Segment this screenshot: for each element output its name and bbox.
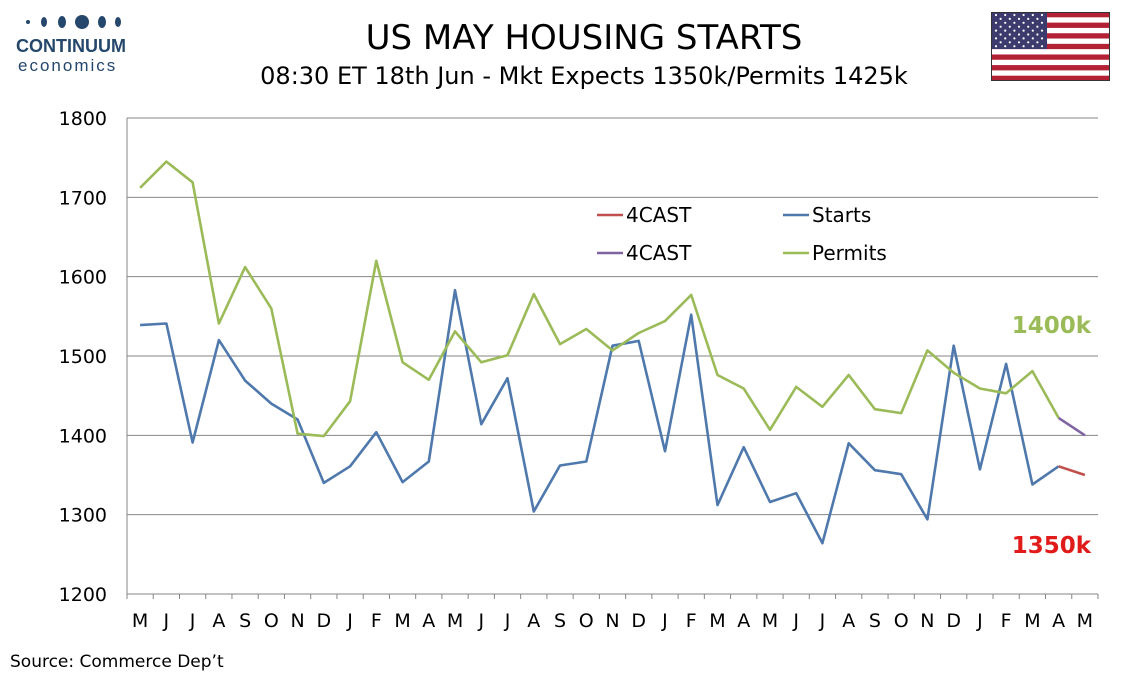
us-flag-icon — [991, 12, 1110, 81]
x-tick-label: O — [894, 610, 909, 632]
x-tick-label: J — [346, 610, 353, 632]
legend-label: Starts — [812, 203, 871, 227]
x-tick-label: J — [189, 610, 196, 632]
series-line-4cast — [1058, 465, 1086, 477]
x-tick-label: N — [290, 610, 304, 632]
series-line-permits — [139, 160, 1060, 438]
x-tick-label: A — [527, 610, 540, 632]
data-label-1400k: 1400k — [1012, 313, 1092, 339]
series-line-4cast — [1057, 416, 1086, 437]
x-tick-label: S — [869, 610, 881, 632]
legend-label: Permits — [812, 241, 887, 265]
source-note: Source: Commerce Dep’t — [10, 652, 224, 672]
y-tick-label: 1300 — [59, 505, 107, 527]
legend-label: 4CAST — [626, 203, 692, 227]
x-tick-label: D — [946, 610, 961, 632]
data-label-1350k: 1350k — [1012, 533, 1092, 559]
x-tick-label: M — [447, 610, 463, 632]
x-tick-label: S — [554, 610, 566, 632]
x-tick-label: A — [1052, 610, 1065, 632]
annotations: 1400k 1350k — [1012, 313, 1092, 559]
x-tick-label: M — [709, 610, 725, 632]
logo-wordmark: CONTINUUM — [16, 36, 126, 56]
x-tick-label: F — [371, 610, 382, 632]
x-tick-label: A — [842, 610, 855, 632]
x-tick-label: J — [819, 610, 826, 632]
x-tick-label: J — [661, 610, 668, 632]
x-tick-label: O — [579, 610, 594, 632]
x-tick-label: N — [920, 610, 934, 632]
x-tick-label: D — [317, 610, 332, 632]
continuum-logo: CONTINUUM economics — [14, 14, 138, 76]
x-tick-label: A — [422, 610, 435, 632]
grid-lines — [127, 117, 1098, 516]
x-tick-label: A — [737, 610, 750, 632]
x-tick-label: J — [163, 610, 170, 632]
x-tick-label: M — [1024, 610, 1040, 632]
y-tick-label: 1800 — [59, 108, 107, 130]
x-tick-label: J — [477, 610, 484, 632]
legend: 4CAST Starts 4CAST Permits — [597, 203, 887, 265]
x-tick-label: S — [239, 610, 251, 632]
x-tick-label: O — [264, 610, 279, 632]
x-tick-label: M — [394, 610, 410, 632]
chart-subtitle: 08:30 ET 18th Jun - Mkt Expects 1350k/Pe… — [260, 62, 908, 90]
y-tick-label: 1600 — [59, 267, 107, 289]
x-tick-label: M — [762, 610, 778, 632]
x-tick-label: J — [976, 610, 983, 632]
series-line-starts — [140, 288, 1060, 545]
y-tick-label: 1400 — [59, 425, 107, 447]
x-tick-label: J — [792, 610, 799, 632]
y-tick-label: 1500 — [59, 346, 107, 368]
x-tick-label: N — [605, 610, 619, 632]
chart-title: US MAY HOUSING STARTS — [365, 18, 803, 58]
x-tick-label: D — [631, 610, 646, 632]
x-tick-label: A — [212, 610, 225, 632]
x-tick-label: M — [132, 610, 148, 632]
x-tick-label: F — [1001, 610, 1012, 632]
x-tick-label: J — [504, 610, 511, 632]
y-tick-label: 1700 — [59, 187, 107, 209]
series-lines — [139, 160, 1086, 545]
x-tick-label: M — [1077, 610, 1093, 632]
x-tick-label: F — [686, 610, 697, 632]
logo-subtitle: economics — [18, 56, 118, 75]
logo-dots-icon — [26, 15, 121, 29]
y-tick-label: 1200 — [59, 584, 107, 606]
legend-label: 4CAST — [626, 241, 692, 265]
